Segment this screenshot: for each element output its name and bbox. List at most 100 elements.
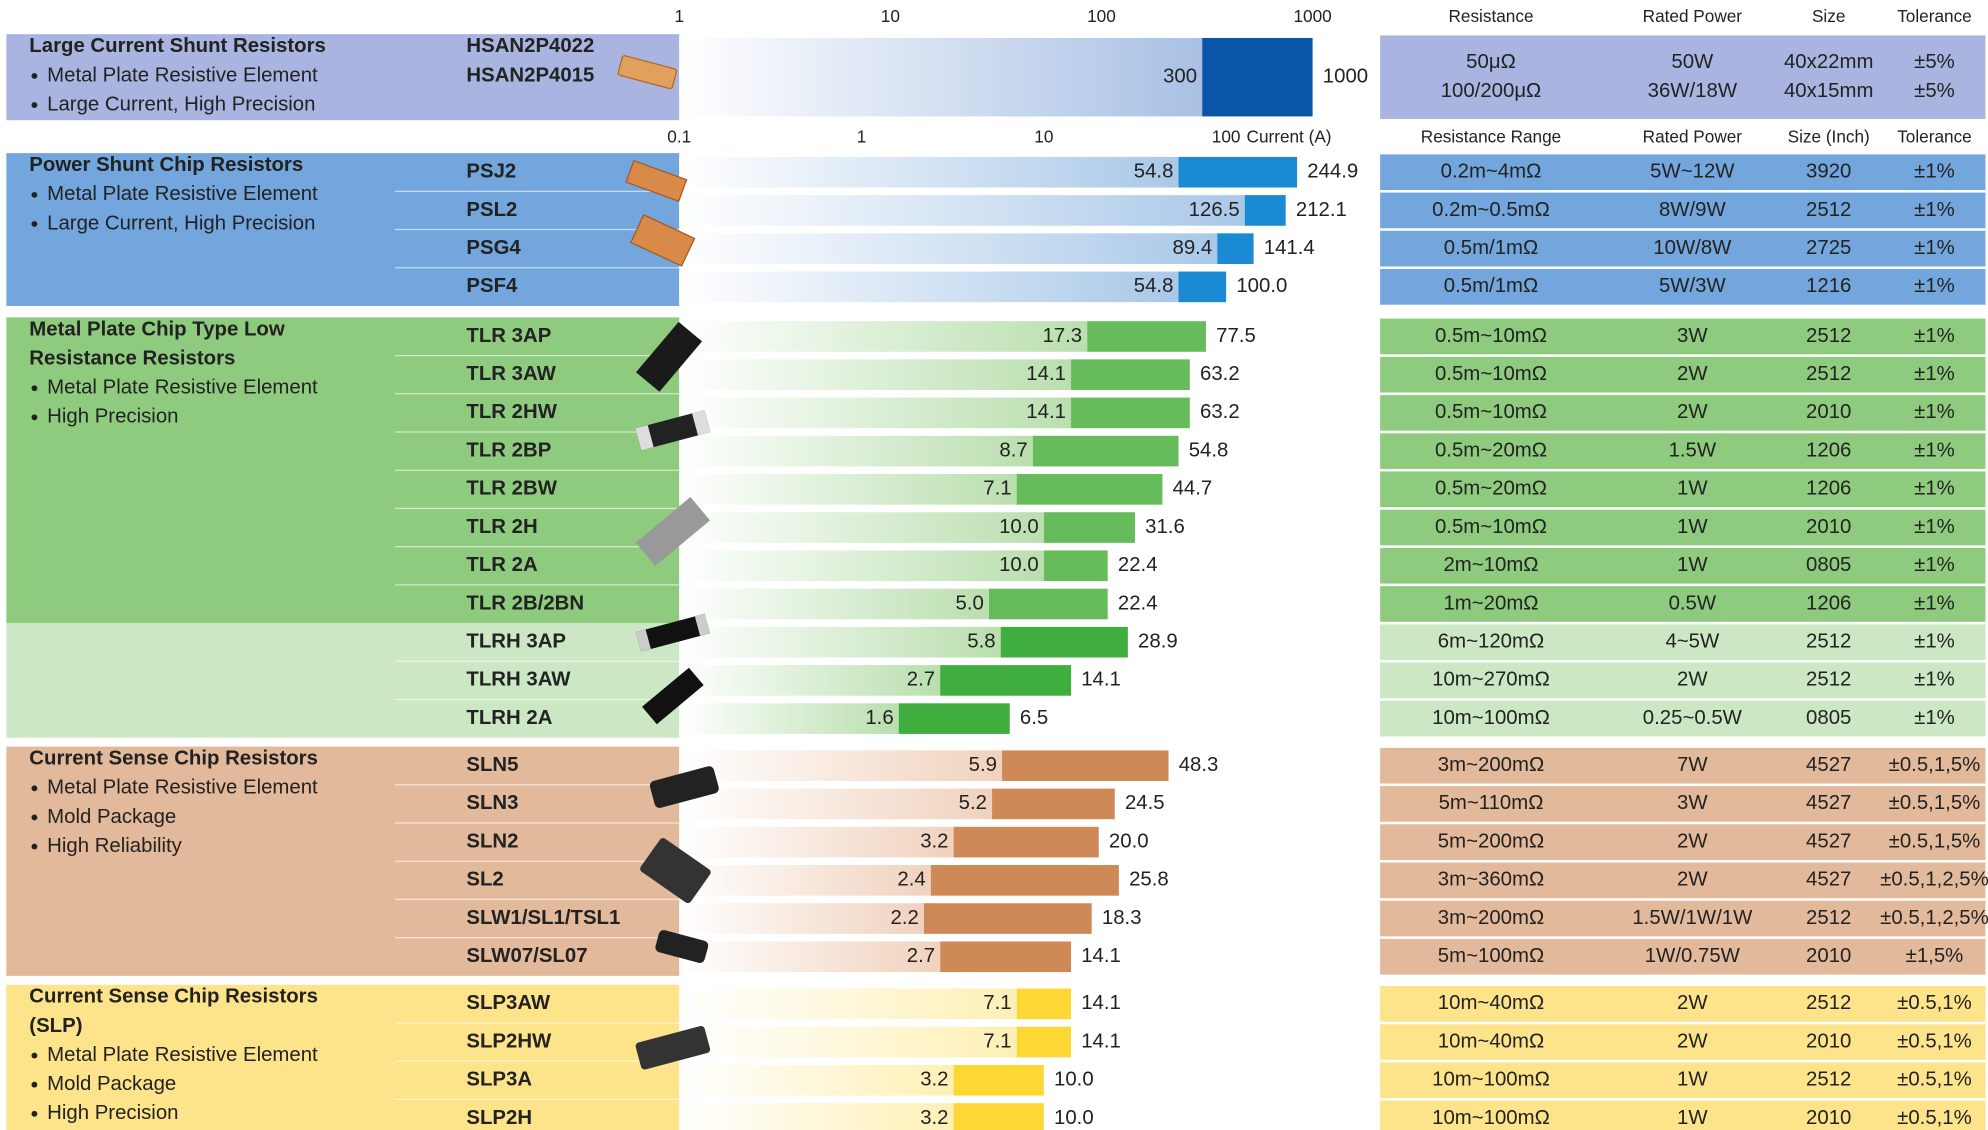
spec-cell: [1380, 900, 1986, 937]
range-bar: [1071, 397, 1190, 429]
gradient-band: [679, 1026, 1017, 1058]
spec-cell: [1380, 747, 1986, 784]
min-label: 5.0: [956, 592, 984, 614]
section-title: (SLP): [29, 1015, 82, 1037]
spec-value: 4~5W: [1665, 631, 1720, 653]
part-name: SLN5: [466, 754, 518, 776]
max-label: 63.2: [1200, 363, 1240, 385]
resistor-image: [640, 838, 711, 904]
part-name: SLN3: [466, 792, 518, 814]
part-name: TLRH 2A: [466, 707, 552, 729]
part-name: TLRH 3AP: [466, 631, 566, 653]
spec-value: ±1%: [1914, 440, 1955, 462]
spec-value: ±1%: [1914, 516, 1955, 538]
spec-cell: [1380, 192, 1986, 229]
spec-cell: [1380, 509, 1986, 546]
gradient-band: [679, 626, 1001, 658]
x-tick-label: 1000: [1293, 6, 1331, 26]
max-label: 28.9: [1138, 631, 1178, 653]
column-header: Resistance: [1448, 6, 1533, 26]
spec-value: ±0.5,1,2,5%: [1880, 907, 1988, 929]
min-label: 54.8: [1134, 275, 1174, 297]
range-bar: [1087, 321, 1206, 352]
spec-value: ±1%: [1914, 363, 1955, 385]
part-name: SLW1/SL1/TSL1: [466, 907, 620, 929]
gradient-band: [679, 903, 924, 934]
spec-value: ±0.5,1%: [1897, 992, 1972, 1014]
gradient-band: [679, 665, 941, 696]
max-label: 14.1: [1081, 669, 1121, 691]
min-label: 300: [1163, 66, 1197, 88]
spec-value: 7W: [1677, 754, 1708, 776]
part-name: TLR 2HW: [466, 401, 557, 423]
part-name: HSAN2P4022: [466, 35, 594, 57]
range-bar: [953, 1103, 1044, 1130]
section-title: Large Current Shunt Resistors: [29, 35, 326, 57]
section-bullet: High Precision: [47, 1102, 178, 1124]
max-label: 44.7: [1173, 478, 1213, 500]
max-label: 141.4: [1264, 237, 1315, 259]
spec-value: ±1%: [1914, 161, 1955, 183]
spec-value: 3m~200mΩ: [1438, 754, 1544, 776]
max-label: 22.4: [1118, 554, 1158, 576]
min-label: 5.8: [967, 631, 995, 653]
spec-value: 3m~200mΩ: [1438, 907, 1544, 929]
min-label: 2.4: [897, 869, 925, 891]
spec-value: 0.25~0.5W: [1643, 707, 1743, 729]
spec-cell: [1380, 938, 1986, 975]
min-label: 3.2: [920, 1069, 948, 1091]
gradient-band: [679, 750, 1003, 782]
spec-value: 2512: [1806, 907, 1851, 929]
section-bullet: Large Current, High Precision: [47, 212, 315, 234]
spec-value: 0805: [1806, 554, 1851, 576]
spec-cell: [1380, 395, 1986, 431]
spec-value: 5m~110mΩ: [1439, 792, 1544, 814]
min-label: 3.2: [920, 831, 948, 853]
resistor-image: [617, 55, 678, 90]
section-bullet: Large Current, High Precision: [47, 93, 315, 115]
spec-value: 100/200μΩ: [1441, 80, 1542, 102]
part-name: SLP3A: [466, 1069, 532, 1091]
spec-value: ±1,5%: [1906, 945, 1964, 967]
range-bar: [940, 941, 1072, 973]
min-label: 5.2: [959, 792, 987, 814]
spec-cell: [1380, 547, 1986, 584]
spec-value: 5W/3W: [1659, 275, 1727, 297]
spec-value: 10m~100mΩ: [1432, 1107, 1550, 1129]
gradient-band: [679, 435, 1033, 467]
range-bar: [1002, 750, 1169, 782]
gradient-band: [679, 359, 1072, 390]
x-tick-label: 1: [857, 127, 867, 147]
part-name: TLR 3AW: [466, 363, 556, 385]
section-bullet: High Precision: [47, 406, 178, 428]
spec-value: ±0.5,1,5%: [1889, 792, 1981, 814]
max-label: 54.8: [1189, 440, 1229, 462]
spec-value: 1W: [1677, 554, 1708, 576]
column-header: Resistance Range: [1421, 127, 1561, 147]
section-bullet: Metal Plate Resistive Element: [47, 377, 318, 399]
spec-value: 2W: [1677, 831, 1708, 853]
max-label: 31.6: [1145, 516, 1185, 538]
x-tick-label: 10: [1034, 127, 1053, 147]
chart-body: 1 10 100 1000 Resistance Rated Power Size Toler…: [6, 6, 1988, 1130]
section-bullet: Metal Plate Resistive Element: [47, 1044, 318, 1066]
min-label: 1.6: [865, 707, 893, 729]
spec-value: 0.5m/1mΩ: [1444, 237, 1538, 259]
range-bar: [992, 788, 1115, 820]
gradient-band: [679, 865, 931, 896]
gradient-band: [679, 988, 1017, 1020]
spec-value: 2010: [1806, 516, 1851, 538]
part-name: TLR 2H: [466, 516, 537, 538]
range-bar: [1043, 512, 1135, 543]
spec-cell: [1380, 154, 1986, 191]
gradient-band: [679, 37, 1203, 117]
min-label: 2.7: [907, 945, 935, 967]
spec-value: ±1%: [1914, 275, 1955, 297]
gradient-band: [679, 1103, 954, 1130]
spec-value: 40x15mm: [1784, 80, 1873, 102]
spec-value: 0.2m~0.5mΩ: [1432, 199, 1550, 221]
spec-value: 50W: [1671, 51, 1714, 73]
spec-value: 1.5W: [1669, 440, 1717, 462]
x-tick-label: 0.1: [667, 127, 691, 147]
spec-value: 1216: [1806, 275, 1851, 297]
